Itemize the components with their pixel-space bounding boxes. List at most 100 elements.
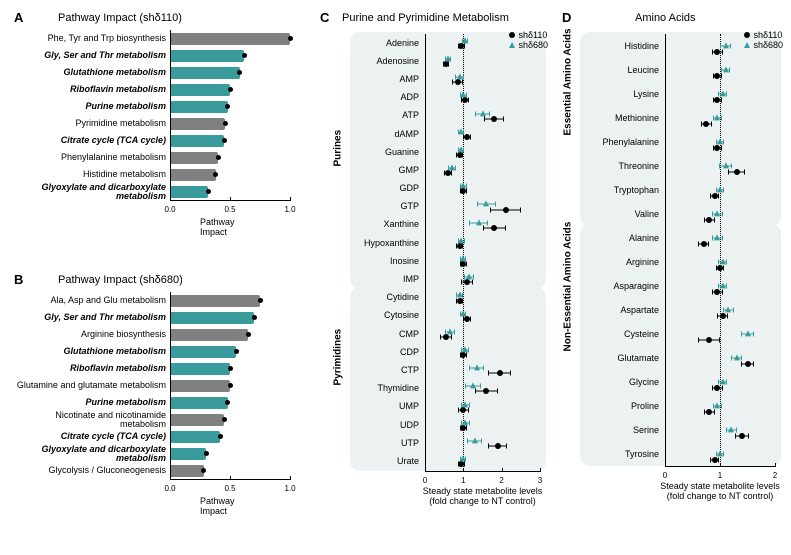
triangle-marker-icon [458, 237, 464, 243]
row-label: Glutamate [560, 354, 665, 363]
bar-end-dot [223, 121, 228, 126]
bar-label: Histidine metabolism [10, 170, 170, 179]
axis-title: Steady state metabolite levels (fold cha… [423, 486, 543, 506]
row-label: Proline [560, 402, 665, 411]
bar-fill [170, 33, 290, 45]
triangle-marker-icon [457, 292, 463, 298]
row-label: Cysteine [560, 330, 665, 339]
bar-fill [170, 414, 224, 426]
panel-a-chart: Phe, Tyr and Trp biosynthesisGly, Ser an… [10, 30, 300, 220]
panel-d-chart: Essential Amino AcidsNon-Essential Amino… [560, 34, 785, 500]
dot-row: GDP [330, 180, 550, 198]
bar-label: Phe, Tyr and Trp biosynthesis [10, 34, 170, 43]
bar-row: Purine metabolism [10, 98, 300, 115]
panel-c-chart: PurinesPyrimidinesAdenineAdenosineAMPADP… [330, 34, 550, 505]
row-label: Glycine [560, 378, 665, 387]
circle-marker-icon [714, 145, 720, 151]
bar-fill [170, 431, 220, 443]
triangle-marker-icon [447, 328, 453, 334]
row-label: UDP [330, 421, 425, 430]
bar-fill [170, 50, 244, 62]
bar-fill [170, 152, 218, 164]
circle-marker-icon [455, 79, 461, 85]
bar-fill [170, 67, 240, 79]
dot-row: Methionine [560, 106, 785, 130]
triangle-marker-icon [457, 74, 463, 80]
row-label: ADP [330, 93, 425, 102]
bar-end-dot [206, 189, 211, 194]
triangle-marker-icon [462, 419, 468, 425]
triangle-marker-icon [509, 42, 515, 48]
dot-row: Glutamate [560, 346, 785, 370]
circle-marker-icon [717, 265, 723, 271]
triangle-marker-icon [462, 346, 468, 352]
tick-label: 0.0 [164, 484, 175, 493]
panel-d-title: Amino Acids [635, 12, 696, 24]
circle-marker-icon [445, 170, 451, 176]
circle-marker-icon [714, 49, 720, 55]
dot-row: UDP [330, 416, 550, 434]
row-label: GDP [330, 184, 425, 193]
bar-label: Ala, Asp and Glu metabolism [10, 296, 170, 305]
tick-label: 0.5 [224, 484, 235, 493]
legend: shδ110shδ680 [744, 30, 783, 50]
circle-marker-icon [443, 334, 449, 340]
circle-marker-icon [460, 188, 466, 194]
circle-marker-icon [734, 169, 740, 175]
bar-end-dot [204, 451, 209, 456]
tick-label: 1.0 [284, 484, 295, 493]
triangle-marker-icon [449, 164, 455, 170]
circle-marker-icon [458, 461, 464, 467]
panel-b-title: Pathway Impact (shδ680) [58, 274, 183, 286]
dot-row: dAMP [330, 125, 550, 143]
row-label: Adenine [330, 39, 425, 48]
dot-row: Glycine [560, 370, 785, 394]
dot-row: Arginine [560, 250, 785, 274]
row-label: Alanine [560, 234, 665, 243]
tick-label: 3 [538, 476, 542, 485]
legend-item: shδ680 [509, 40, 548, 50]
row-label: Arginine [560, 258, 665, 267]
circle-marker-icon [457, 152, 463, 158]
circle-marker-icon [509, 32, 515, 38]
bar-label: Pyrimidine metabolism [10, 119, 170, 128]
dot-row: Hypoxanthine [330, 234, 550, 252]
dot-row: UTP [330, 434, 550, 452]
circle-marker-icon [714, 97, 720, 103]
triangle-marker-icon [723, 42, 729, 48]
bar-row: Phenylalanine metabolism [10, 149, 300, 166]
axis-title: Pathway Impact [200, 217, 260, 237]
legend-text: shδ110 [753, 30, 782, 40]
dot-row: Asparagine [560, 274, 785, 298]
triangle-marker-icon [744, 42, 750, 48]
dot-row: Urate [330, 452, 550, 470]
row-label: Histidine [560, 42, 665, 51]
triangle-marker-icon [476, 219, 482, 225]
bar-row: Citrate cycle (TCA cycle) [10, 132, 300, 149]
dot-row: CTP [330, 361, 550, 379]
triangle-marker-icon [745, 330, 751, 336]
triangle-marker-icon [720, 282, 726, 288]
triangle-marker-icon [462, 37, 468, 43]
triangle-marker-icon [460, 310, 466, 316]
row-label: Guanine [330, 148, 425, 157]
triangle-marker-icon [472, 437, 478, 443]
bar-label: Purine metabolism [10, 398, 170, 407]
dot-row: GMP [330, 161, 550, 179]
row-label: Leucine [560, 66, 665, 75]
bar-fill [170, 295, 260, 307]
triangle-marker-icon [717, 450, 723, 456]
dot-row: Thymidine [330, 380, 550, 398]
tick-label: 1.0 [284, 205, 295, 214]
triangle-marker-icon [720, 258, 726, 264]
bar-row: Purine metabolism [10, 394, 300, 411]
dot-row: Leucine [560, 58, 785, 82]
triangle-marker-icon [466, 274, 472, 280]
circle-marker-icon [457, 298, 463, 304]
row-label: Thymidine [330, 384, 425, 393]
dot-row: IMP [330, 270, 550, 288]
bar-label: Citrate cycle (TCA cycle) [10, 136, 170, 145]
circle-marker-icon [706, 409, 712, 415]
circle-marker-icon [701, 241, 707, 247]
triangle-marker-icon [480, 110, 486, 116]
